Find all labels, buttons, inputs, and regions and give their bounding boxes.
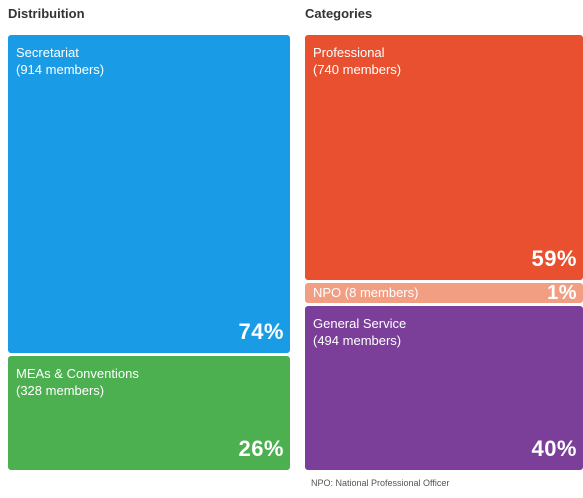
footnote: NPO: National Professional Officer: [311, 478, 450, 488]
tile-name-label: Professional: [313, 45, 385, 60]
treemap-tile-secretariat: Secretariat (914 members) 74%: [8, 35, 290, 353]
tile-percent-label: 1%: [547, 282, 577, 305]
treemap-tile-professional: Professional (740 members) 59%: [305, 35, 583, 281]
tile-name-label: Secretariat: [16, 45, 79, 60]
distribution-heading: Distribuition: [8, 6, 85, 21]
tile-percent-label: 40%: [531, 435, 577, 461]
tile-member-count-label: (914 members): [16, 62, 105, 77]
tile-percent-label: 74%: [238, 318, 284, 344]
tile-member-count-label: (328 members): [16, 382, 105, 398]
tile-name-label: General Service: [313, 316, 407, 332]
treemap-tile-npo-8-members: NPO (8 members) 1%: [305, 282, 583, 305]
tile-percent-label: 26%: [238, 435, 284, 461]
treemap-tile-general-service: General Service (494 members) 40%: [305, 306, 583, 470]
tile-name-label: MEAs & Conventions: [16, 365, 139, 381]
tile-name-label: NPO (8 members): [313, 285, 419, 301]
tile-percent-label: 59%: [531, 246, 577, 272]
treemap-tile-meas-conventions: MEAs & Conventions (328 members) 26%: [8, 355, 290, 470]
tile-member-count-label: (494 members): [313, 333, 402, 349]
categories-heading: Categories: [305, 6, 373, 21]
tile-member-count-label: (740 members): [313, 62, 402, 77]
